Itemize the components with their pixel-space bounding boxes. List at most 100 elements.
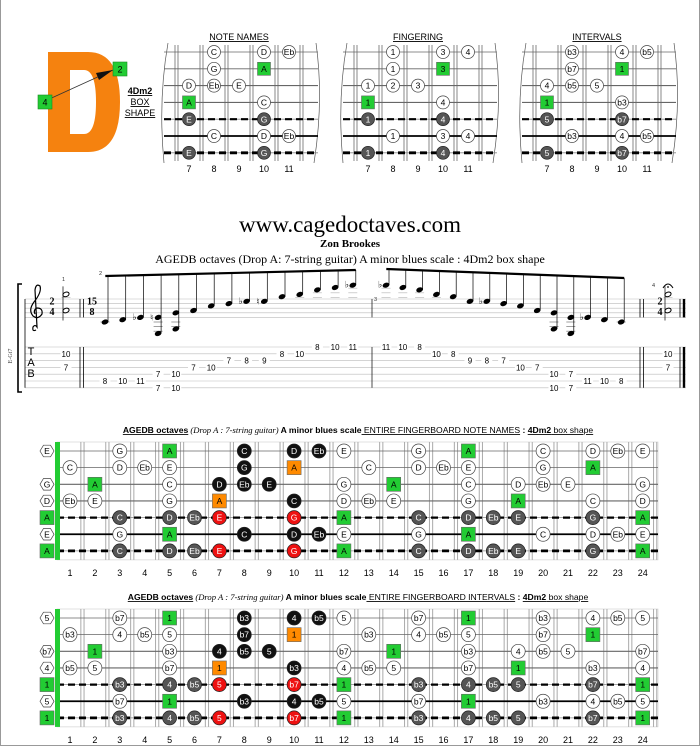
note-label: G	[116, 529, 123, 539]
box-note-marker	[212, 476, 227, 492]
note-label: E	[236, 81, 242, 91]
note-marker	[411, 526, 426, 542]
note-marker	[585, 443, 601, 459]
note-column: 8	[414, 270, 426, 352]
flat-accidental-icon: ♭	[580, 312, 584, 322]
note-label: D	[117, 463, 123, 473]
octave-note-marker	[187, 710, 202, 726]
root-square-marker	[461, 693, 476, 709]
note-label: b3	[414, 713, 424, 723]
fermata-dot	[667, 286, 669, 288]
note-marker	[510, 476, 526, 492]
tab-number-bg	[294, 350, 306, 358]
tab-number-bg	[241, 357, 253, 365]
note-label: G	[341, 479, 348, 489]
system-bracket	[17, 283, 22, 393]
box-note-marker	[236, 693, 252, 709]
octave-note-marker	[615, 112, 629, 127]
note-marker	[386, 61, 400, 76]
mini-diagram-title: NOTE NAMES	[209, 32, 269, 42]
note-label: D	[167, 546, 173, 556]
note-label: b5	[190, 680, 200, 690]
tab-number-bg	[134, 377, 146, 385]
box-note-marker	[286, 443, 302, 459]
tab-fret-number: 8	[451, 350, 456, 359]
note-marker	[162, 660, 177, 676]
tab-number-bg	[60, 350, 72, 358]
note-label: 1	[620, 64, 625, 74]
note-marker	[436, 95, 450, 110]
note-label: 4	[441, 148, 446, 158]
notehead	[664, 291, 672, 298]
fret-number: 21	[563, 568, 573, 578]
root-square-marker	[162, 693, 177, 709]
note-label: 1	[466, 613, 471, 623]
tab-number-bg	[598, 377, 610, 385]
tab-number-bg	[464, 357, 476, 365]
board-title: AGEDB octaves (Drop A : 7-string guitar)…	[128, 592, 589, 602]
root-square-marker	[39, 677, 55, 692]
fret-number: 1	[67, 568, 72, 578]
note-label: G	[291, 513, 298, 523]
note-marker	[635, 693, 651, 709]
note-label: b7	[567, 64, 577, 74]
treble-clef-icon	[30, 284, 43, 332]
note-label: E	[44, 529, 50, 539]
tab-fret-number: 10	[550, 370, 559, 379]
time-signature-numerator: 15	[87, 297, 97, 308]
time-signature-denominator: 4	[50, 307, 55, 318]
note-marker	[361, 493, 377, 509]
note-marker	[336, 610, 352, 626]
note-marker	[640, 45, 654, 59]
root-square-marker	[336, 710, 352, 726]
box-octave-marker	[212, 510, 227, 525]
measure-number: 1	[62, 277, 65, 283]
fret-number: 17	[463, 735, 473, 745]
note-column: 7	[188, 273, 199, 372]
note-label: D	[590, 529, 596, 539]
board-title-part: A minor blues scale	[279, 425, 362, 435]
note-label: G	[590, 546, 597, 556]
note-label: 4	[620, 47, 625, 57]
note-label: 4	[441, 97, 446, 107]
note-label: G	[261, 148, 268, 158]
tab-fret-number: 11	[136, 377, 145, 386]
note-label: b5	[364, 663, 374, 673]
open-string-marker	[39, 645, 55, 658]
fret-number: 5	[167, 568, 172, 578]
note-marker	[585, 660, 601, 676]
fermata-icon	[662, 283, 674, 289]
box-octave-marker	[286, 677, 302, 692]
tab-number-bg	[531, 363, 543, 371]
note-label: D	[640, 496, 646, 506]
mini-diagram-title: INTERVALS	[572, 32, 621, 42]
tab-fret-number: 11	[349, 343, 358, 352]
note-label: 5	[45, 613, 50, 623]
note-label: 3	[416, 81, 421, 91]
box-root-square-marker	[212, 660, 227, 676]
note-label: b7	[165, 663, 175, 673]
note-label: 4	[167, 713, 172, 723]
root-square-marker	[182, 95, 196, 110]
note-label: b7	[115, 696, 125, 706]
note-label: 5	[640, 613, 645, 623]
left-wavy-edge	[340, 42, 348, 164]
note-marker	[207, 61, 221, 76]
note-label: Eb	[139, 463, 150, 473]
note-marker	[386, 493, 402, 509]
tab-number-bg	[60, 363, 72, 371]
fret-number: 16	[438, 568, 448, 578]
note-label: E	[217, 513, 223, 523]
tab-fret-number: 10	[398, 343, 407, 352]
octave-note-marker	[182, 112, 196, 127]
fret-number: 3	[117, 735, 122, 745]
note-marker	[361, 78, 375, 93]
note-marker	[535, 627, 551, 643]
note-label: b7	[617, 148, 627, 158]
box-root-square-marker	[286, 460, 302, 475]
note-marker	[182, 78, 196, 93]
fret-number: 15	[414, 568, 424, 578]
fret-number: 9	[594, 164, 599, 174]
